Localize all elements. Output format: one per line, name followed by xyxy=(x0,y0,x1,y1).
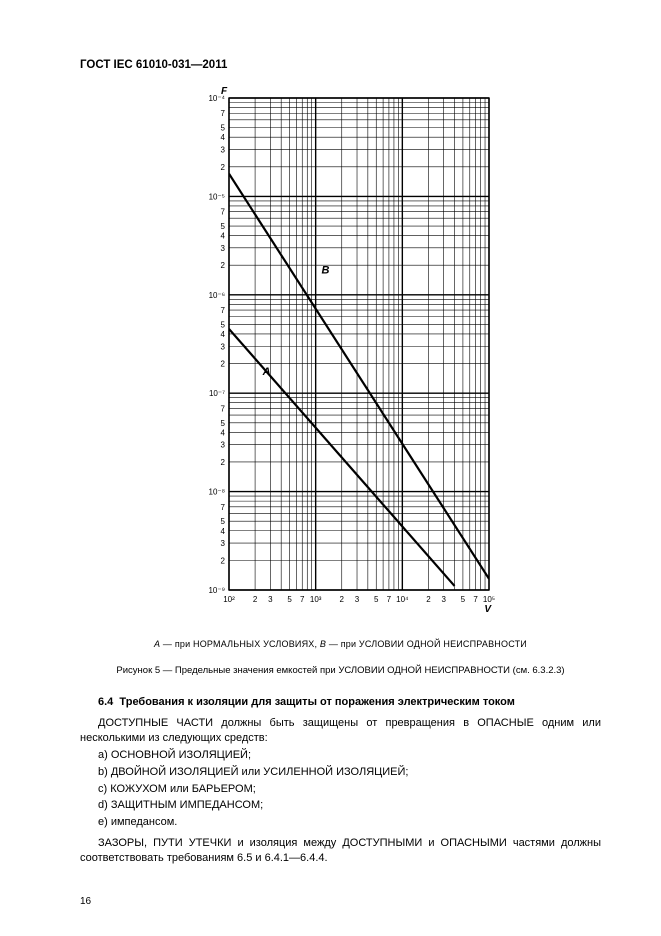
svg-text:3: 3 xyxy=(268,595,273,604)
svg-text:3: 3 xyxy=(220,243,225,252)
svg-text:10⁴: 10⁴ xyxy=(396,595,409,604)
svg-text:7: 7 xyxy=(220,404,225,413)
list-item: d) ЗАЩИТНЫМ ИМПЕДАНСОМ; xyxy=(98,798,601,813)
svg-text:4: 4 xyxy=(220,231,225,240)
svg-text:5: 5 xyxy=(220,123,225,132)
svg-text:10⁻⁶: 10⁻⁶ xyxy=(208,290,224,299)
svg-text:2: 2 xyxy=(220,457,225,466)
svg-text:A: A xyxy=(261,365,270,377)
list-item: b) ДВОЙНОЙ ИЗОЛЯЦИЕЙ или УСИЛЕННОЙ ИЗОЛЯ… xyxy=(98,765,601,780)
legend-b-text: — при УСЛОВИИ ОДНОЙ НЕИСПРАВНОСТИ xyxy=(326,639,527,649)
list-item: c) КОЖУХОМ или БАРЬЕРОМ; xyxy=(98,782,601,797)
svg-text:4: 4 xyxy=(220,133,225,142)
capacitance-chart: 10²10³10⁴10⁵23572357235710⁻⁹10⁻⁸10⁻⁷10⁻⁶… xyxy=(181,80,501,620)
document-id: ГОСТ IEC 61010-031—2011 xyxy=(80,58,601,74)
svg-text:10³: 10³ xyxy=(309,595,321,604)
page: ГОСТ IEC 61010-031—2011 10²10³10⁴10⁵2357… xyxy=(0,0,661,936)
list-item: a) ОСНОВНОЙ ИЗОЛЯЦИЕЙ; xyxy=(98,748,601,763)
svg-text:7: 7 xyxy=(220,109,225,118)
svg-text:10⁻⁹: 10⁻⁹ xyxy=(208,586,225,595)
svg-text:2: 2 xyxy=(252,595,257,604)
svg-text:4: 4 xyxy=(220,526,225,535)
svg-text:B: B xyxy=(321,264,329,276)
svg-text:V: V xyxy=(484,604,492,615)
legend-a-text: — при НОРМАЛЬНЫХ УСЛОВИЯХ, xyxy=(160,639,320,649)
svg-text:5: 5 xyxy=(220,418,225,427)
svg-text:10⁻⁵: 10⁻⁵ xyxy=(208,192,224,201)
svg-text:5: 5 xyxy=(460,595,465,604)
section-title: Требования к изоляции для защиты от пора… xyxy=(119,696,514,708)
svg-text:2: 2 xyxy=(220,359,225,368)
svg-text:7: 7 xyxy=(300,595,305,604)
svg-text:2: 2 xyxy=(339,595,344,604)
svg-text:10²: 10² xyxy=(223,595,235,604)
intro-paragraph: ДОСТУПНЫЕ ЧАСТИ должны быть защищены от … xyxy=(80,716,601,746)
svg-text:7: 7 xyxy=(473,595,478,604)
figure-caption: Рисунок 5 — Предельные значения емкостей… xyxy=(80,665,601,678)
svg-text:3: 3 xyxy=(220,440,225,449)
svg-text:5: 5 xyxy=(220,320,225,329)
section-heading: 6.4 Требования к изоляции для защиты от … xyxy=(98,695,601,710)
section-number: 6.4 xyxy=(98,696,113,708)
svg-text:7: 7 xyxy=(220,207,225,216)
svg-text:2: 2 xyxy=(220,162,225,171)
svg-text:7: 7 xyxy=(220,502,225,511)
svg-text:5: 5 xyxy=(220,517,225,526)
svg-text:2: 2 xyxy=(220,261,225,270)
svg-text:7: 7 xyxy=(220,306,225,315)
svg-text:3: 3 xyxy=(220,342,225,351)
page-number: 16 xyxy=(80,895,91,909)
svg-text:2: 2 xyxy=(220,556,225,565)
svg-text:5: 5 xyxy=(287,595,292,604)
svg-text:10⁻⁷: 10⁻⁷ xyxy=(208,389,224,398)
svg-text:3: 3 xyxy=(220,539,225,548)
svg-text:10⁻⁸: 10⁻⁸ xyxy=(208,487,225,496)
list-item: e) импедансом. xyxy=(98,815,601,830)
svg-text:7: 7 xyxy=(386,595,391,604)
svg-text:3: 3 xyxy=(354,595,359,604)
svg-text:F: F xyxy=(221,86,228,97)
chart-legend: А — при НОРМАЛЬНЫХ УСЛОВИЯХ, В — при УСЛ… xyxy=(80,638,601,650)
closing-paragraph: ЗАЗОРЫ, ПУТИ УТЕЧКИ и изоляция между ДОС… xyxy=(80,836,601,866)
svg-text:10⁵: 10⁵ xyxy=(482,595,494,604)
svg-text:3: 3 xyxy=(441,595,446,604)
svg-text:4: 4 xyxy=(220,329,225,338)
svg-text:5: 5 xyxy=(374,595,379,604)
chart-container: 10²10³10⁴10⁵23572357235710⁻⁹10⁻⁸10⁻⁷10⁻⁶… xyxy=(80,80,601,625)
svg-text:4: 4 xyxy=(220,428,225,437)
svg-text:2: 2 xyxy=(426,595,431,604)
svg-text:5: 5 xyxy=(220,222,225,231)
svg-text:3: 3 xyxy=(220,145,225,154)
